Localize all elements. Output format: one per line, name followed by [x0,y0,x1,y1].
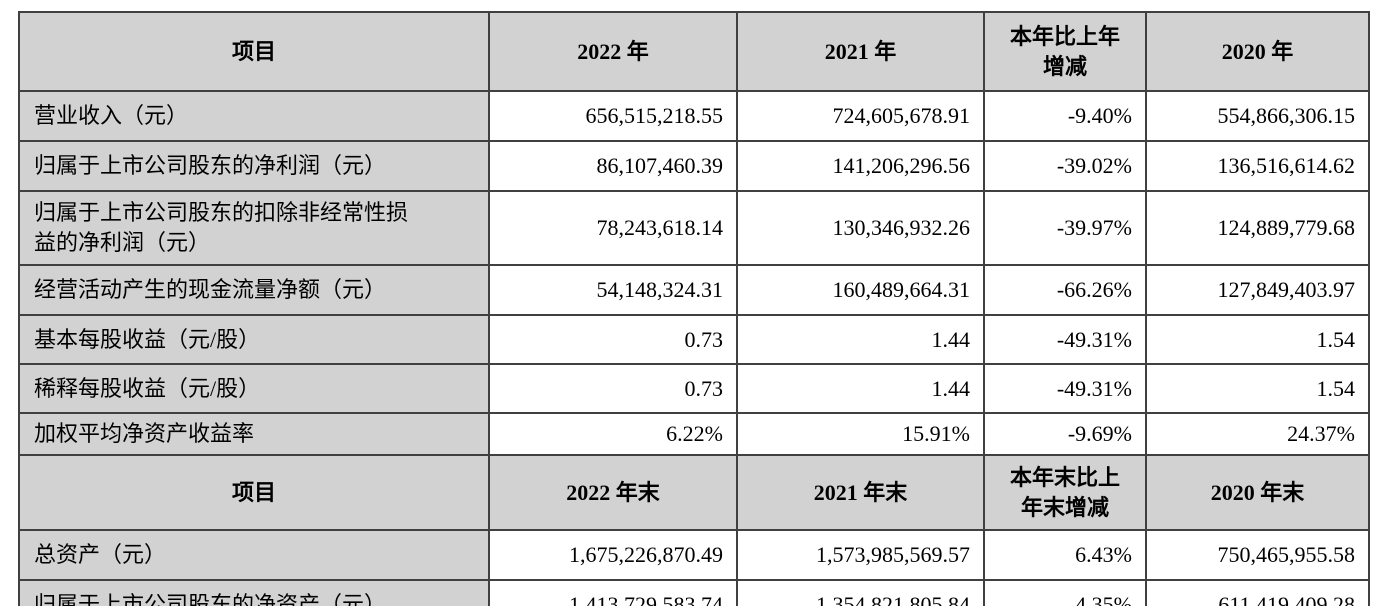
header-yoy-change-line1: 本年比上年 [1009,23,1120,49]
row-label: 营业收入（元） [18,90,490,142]
cell-2020: 611,419,409.28 [1145,579,1370,606]
cell-change: 6.43% [983,529,1147,581]
row-operating-revenue: 营业收入（元） 656,515,218.55 724,605,678.91 -9… [18,90,1370,142]
row-label: 加权平均净资产收益率 [18,412,490,456]
row-weighted-avg-roe: 加权平均净资产收益率 6.22% 15.91% -9.69% 24.37% [18,412,1370,456]
cell-2021: 1.44 [736,314,985,365]
cell-2022: 86,107,460.39 [488,140,738,192]
cell-2020: 750,465,955.58 [1145,529,1370,581]
row-label-line1: 归属于上市公司股东的扣除非经常性损 [34,200,409,226]
row-label: 归属于上市公司股东的净利润（元） [18,140,490,192]
cell-2022: 0.73 [488,363,738,414]
header-2021-end: 2021 年末 [736,454,985,531]
cell-2022: 6.22% [488,412,738,456]
cell-change: -39.97% [983,190,1147,266]
financial-summary-table: 项目 2022 年 2021 年 本年比上年 增减 2020 年 营业收入（元）… [18,11,1370,606]
cell-2021: 1.44 [736,363,985,414]
cell-change: -9.40% [983,90,1147,142]
cell-2022: 1,413,729,583.74 [488,579,738,606]
row-label-line2: 益的净利润（元） [34,230,211,255]
header-yearend-change-line1: 本年末比上 [1009,464,1120,490]
cell-change: -66.26% [983,264,1147,316]
cell-2021: 724,605,678.91 [736,90,985,142]
cell-2021: 15.91% [736,412,985,456]
header-2022-end: 2022 年末 [488,454,738,531]
header-yoy-change-line2: 增减 [1042,53,1087,79]
cell-2020: 24.37% [1145,412,1370,456]
cell-2022: 1,675,226,870.49 [488,529,738,581]
header-2020: 2020 年 [1145,11,1370,92]
cell-2021: 130,346,932.26 [736,190,985,266]
header-yearend-change: 本年末比上 年末增减 [983,454,1147,531]
cell-2021: 160,489,664.31 [736,264,985,316]
section2-header-row: 项目 2022 年末 2021 年末 本年末比上 年末增减 2020 年末 [18,454,1370,531]
row-net-profit-attributable: 归属于上市公司股东的净利润（元） 86,107,460.39 141,206,2… [18,140,1370,192]
row-diluted-eps: 稀释每股收益（元/股） 0.73 1.44 -49.31% 1.54 [18,363,1370,414]
cell-2022: 54,148,324.31 [488,264,738,316]
cell-2022: 0.73 [488,314,738,365]
cell-change: -49.31% [983,363,1147,414]
cell-2020: 1.54 [1145,314,1370,365]
cell-change: -39.02% [983,140,1147,192]
row-label: 基本每股收益（元/股） [18,314,490,365]
cell-change: -49.31% [983,314,1147,365]
header-2021: 2021 年 [736,11,985,92]
header-2020-end: 2020 年末 [1145,454,1370,531]
header-item: 项目 [18,454,490,531]
cell-2022: 656,515,218.55 [488,90,738,142]
row-label: 经营活动产生的现金流量净额（元） [18,264,490,316]
row-basic-eps: 基本每股收益（元/股） 0.73 1.44 -49.31% 1.54 [18,314,1370,365]
cell-2021: 141,206,296.56 [736,140,985,192]
cell-2020: 124,889,779.68 [1145,190,1370,266]
header-yoy-change: 本年比上年 增减 [983,11,1147,92]
row-label: 归属于上市公司股东的净资产（元） [18,579,490,606]
header-item: 项目 [18,11,490,92]
row-total-assets: 总资产（元） 1,675,226,870.49 1,573,985,569.57… [18,529,1370,581]
row-label: 稀释每股收益（元/股） [18,363,490,414]
cell-2020: 1.54 [1145,363,1370,414]
header-yearend-change-line2: 年末增减 [1020,494,1109,520]
cell-2020: 127,849,403.97 [1145,264,1370,316]
cell-2020: 554,866,306.15 [1145,90,1370,142]
row-operating-cash-flow: 经营活动产生的现金流量净额（元） 54,148,324.31 160,489,6… [18,264,1370,316]
cell-2020: 136,516,614.62 [1145,140,1370,192]
row-net-profit-excl-nonrecurring: 归属于上市公司股东的扣除非经常性损 益的净利润（元） 78,243,618.14… [18,190,1370,266]
row-label: 总资产（元） [18,529,490,581]
cell-2021: 1,354,821,805.84 [736,579,985,606]
cell-2021: 1,573,985,569.57 [736,529,985,581]
section1-header-row: 项目 2022 年 2021 年 本年比上年 增减 2020 年 [18,11,1370,92]
row-label: 归属于上市公司股东的扣除非经常性损 益的净利润（元） [18,190,490,266]
header-2022: 2022 年 [488,11,738,92]
row-net-assets-attributable: 归属于上市公司股东的净资产（元） 1,413,729,583.74 1,354,… [18,579,1370,606]
cell-2022: 78,243,618.14 [488,190,738,266]
cell-change: -9.69% [983,412,1147,456]
cell-change: 4.35% [983,579,1147,606]
